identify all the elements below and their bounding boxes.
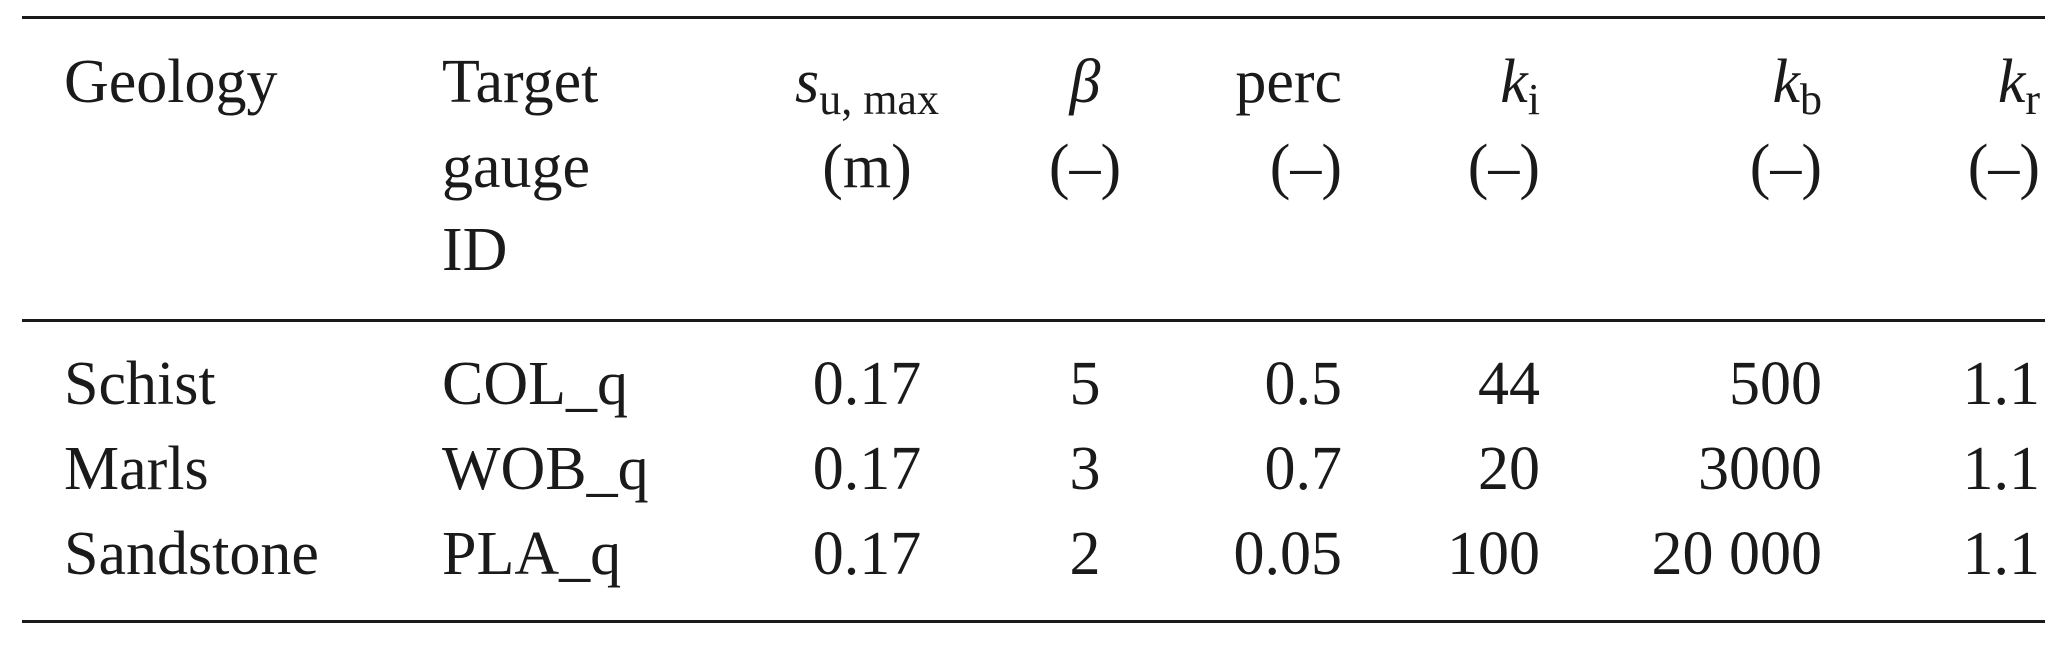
header-target-line-2: gauge: [442, 133, 591, 201]
header-ki-unit: (–): [1467, 133, 1540, 201]
row-2-beta: 3: [1069, 435, 1101, 503]
header-ki-symbol: k: [1500, 48, 1528, 116]
row-3-perc: 0.05: [1233, 520, 1343, 588]
header-kr-symbol: k: [1997, 48, 2026, 116]
header-geology: Geology: [64, 48, 278, 116]
header-su-max: su, max: [762, 40, 972, 130]
header-kr-subscript: r: [2025, 75, 2040, 124]
header-kb-unit: (–): [1749, 133, 1822, 201]
header-target-line-1: Target: [442, 48, 599, 116]
row-2-target: WOB_q: [442, 435, 649, 503]
row-2-kb: 3000: [1698, 435, 1822, 503]
row-1-ki: 44: [1478, 350, 1540, 418]
header-su-max-unit: (m): [822, 133, 912, 201]
bottom-rule: [22, 620, 2045, 623]
row-1-target: COL_q: [442, 350, 628, 418]
header-beta-symbol: β: [1069, 48, 1101, 116]
header-target-line-3: ID: [442, 216, 508, 284]
header-perc: perc: [1235, 48, 1342, 116]
header-kb-symbol: k: [1772, 48, 1800, 116]
row-1-kr: 1.1: [1962, 350, 2041, 418]
row-3-target: PLA_q: [442, 520, 622, 588]
row-2-su-max: 0.17: [812, 435, 922, 503]
row-1-kb: 500: [1729, 350, 1822, 418]
row-2-ki: 20: [1478, 435, 1540, 503]
header-ki-subscript: i: [1527, 75, 1540, 124]
top-rule: [22, 16, 2045, 19]
header-perc-unit: (–): [1269, 133, 1342, 201]
header-kb: kb: [1560, 40, 1822, 130]
header-su-max-symbol: s: [795, 48, 820, 116]
row-3-geology: Sandstone: [64, 520, 319, 588]
row-2-kr: 1.1: [1962, 435, 2041, 503]
header-su-max-subscript: u, max: [819, 75, 939, 124]
row-1-geology: Schist: [64, 350, 216, 418]
row-3-kb: 20 000: [1651, 520, 1823, 588]
row-3-beta: 2: [1069, 520, 1101, 588]
row-3-kr: 1.1: [1962, 520, 2041, 588]
row-3-ki: 100: [1447, 520, 1540, 588]
header-kr-unit: (–): [1967, 133, 2040, 201]
header-kb-subscript: b: [1800, 75, 1822, 124]
row-1-perc: 0.5: [1264, 350, 1343, 418]
row-2-perc: 0.7: [1264, 435, 1343, 503]
header-kr: kr: [1880, 40, 2040, 130]
row-3-su-max: 0.17: [812, 520, 922, 588]
row-1-su-max: 0.17: [812, 350, 922, 418]
row-1-beta: 5: [1069, 350, 1101, 418]
header-ki: ki: [1380, 40, 1540, 130]
header-rule: [22, 319, 2045, 322]
header-beta-unit: (–): [1048, 133, 1122, 201]
header-beta: β: [1000, 40, 1170, 124]
row-2-geology: Marls: [64, 435, 209, 503]
